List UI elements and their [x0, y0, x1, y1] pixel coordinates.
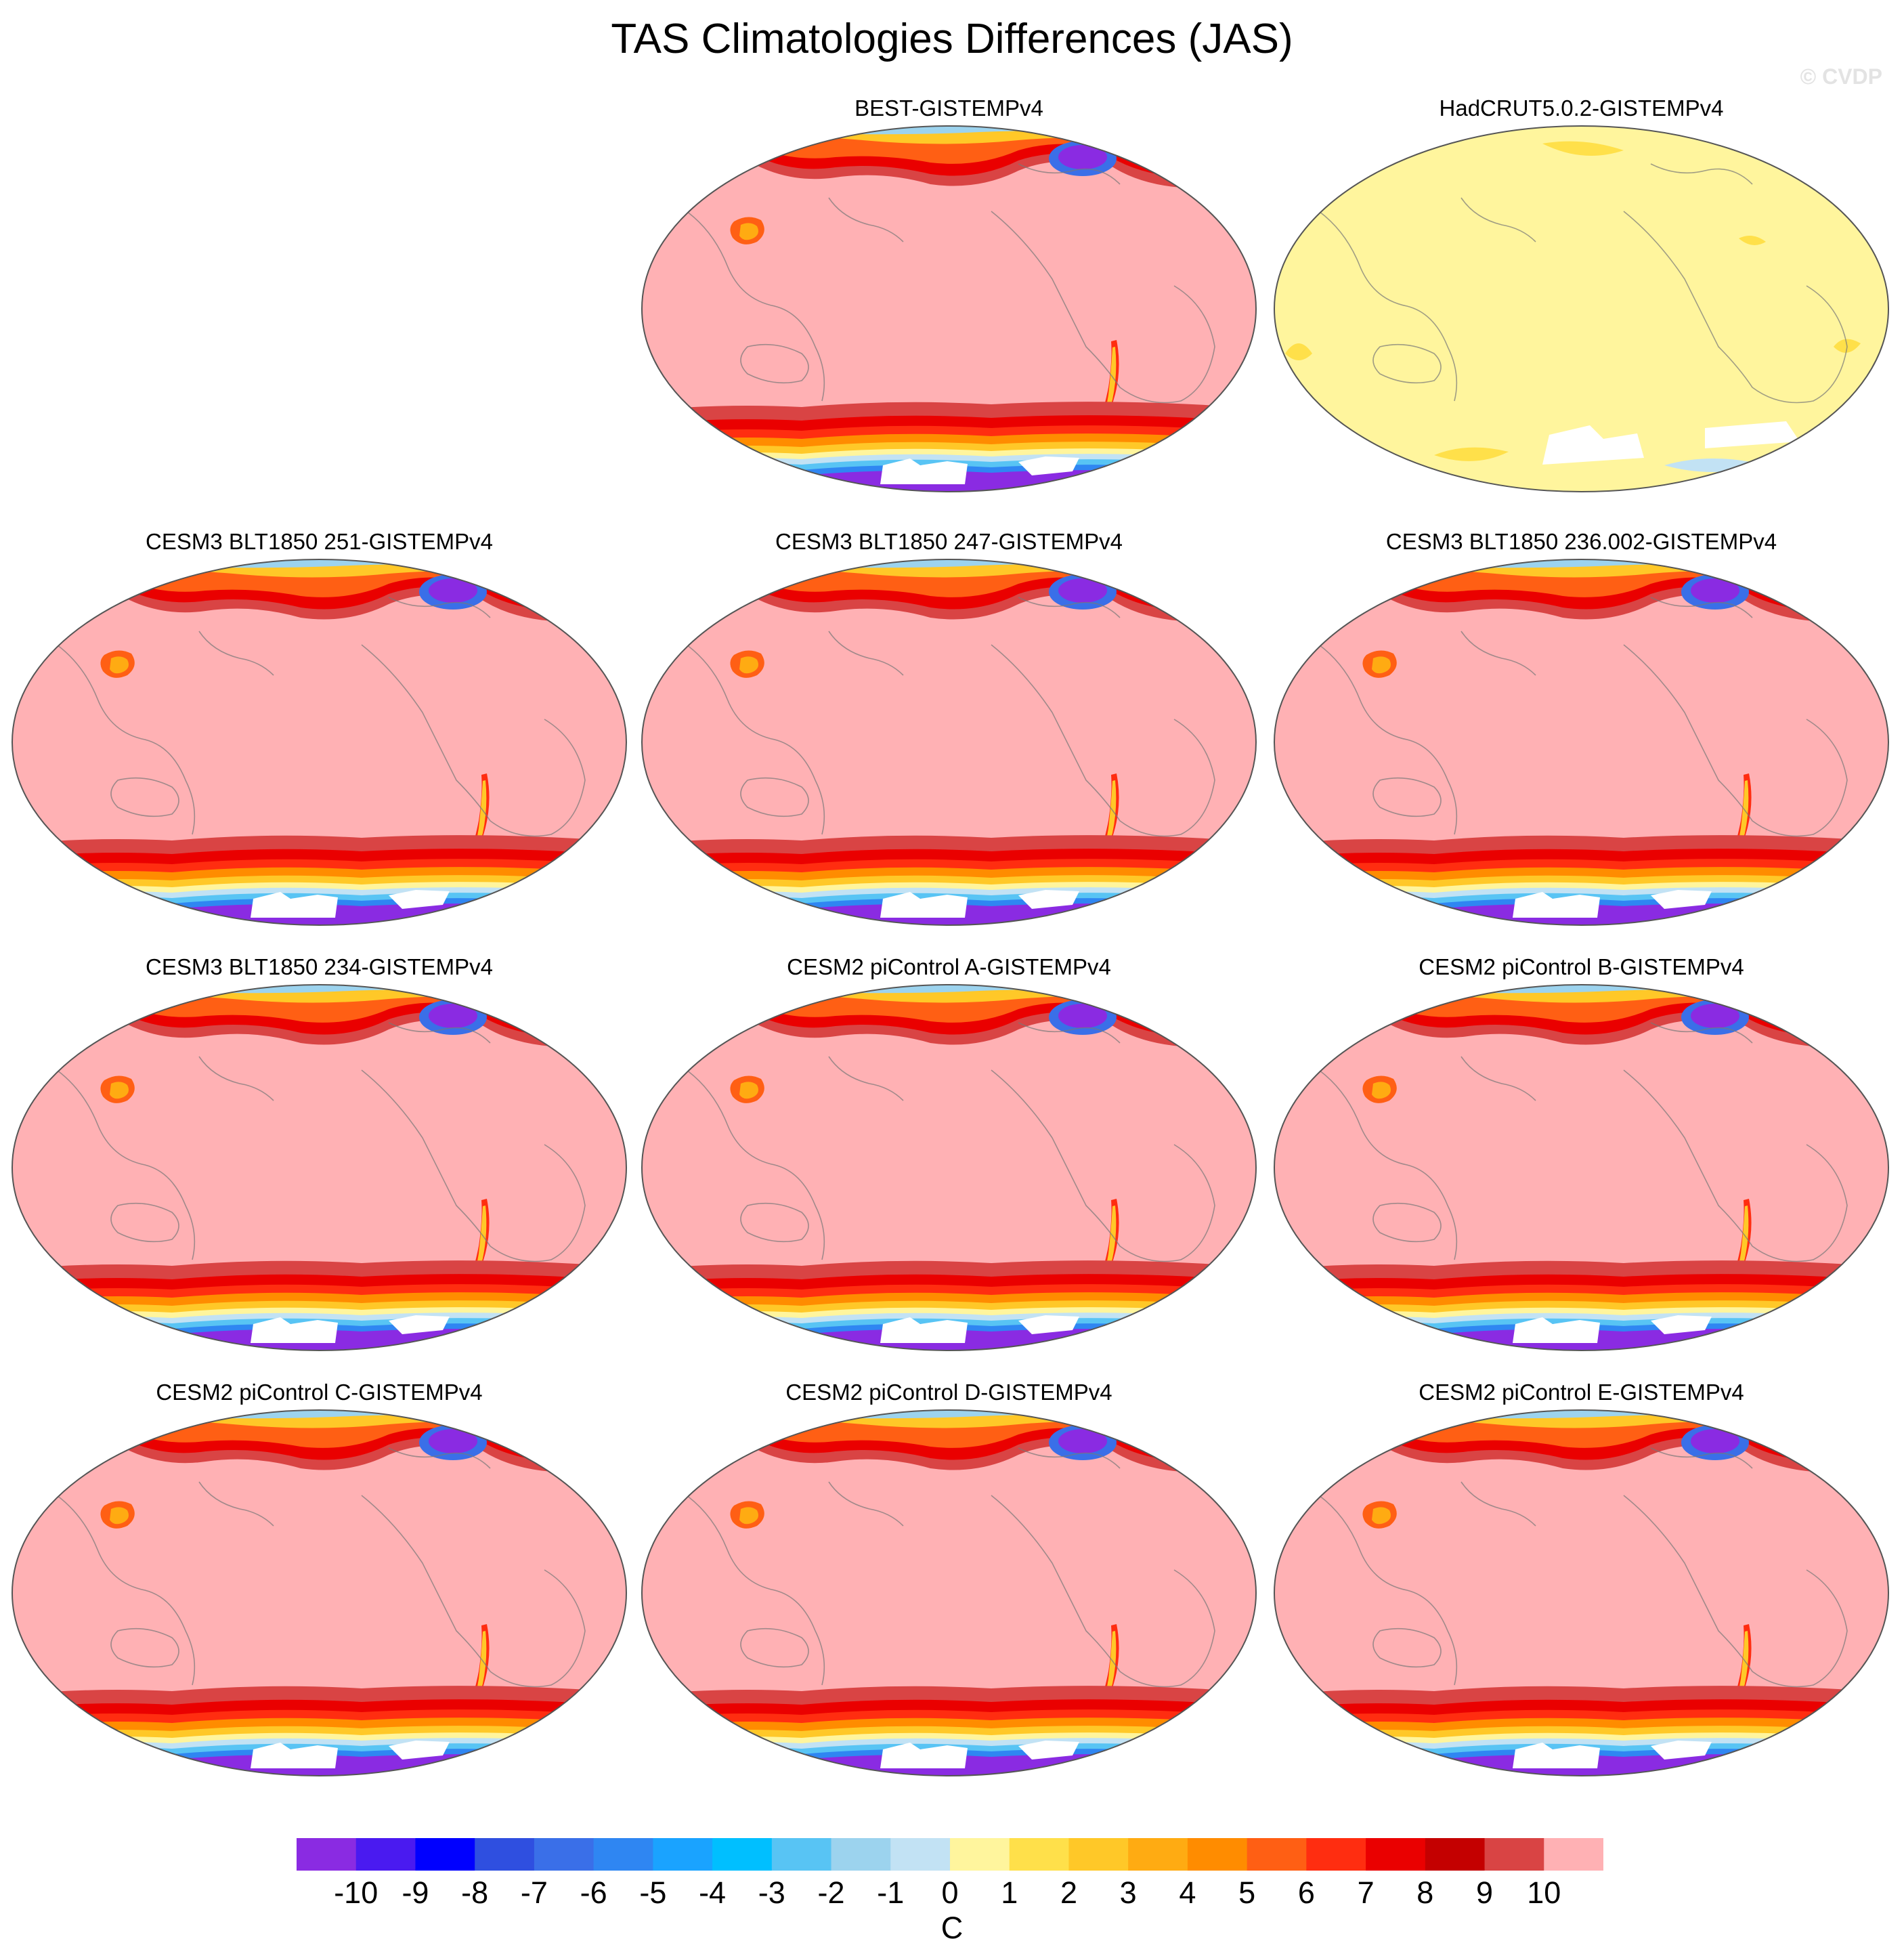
map-panel-pC: CESM2 piControl C-GISTEMPv4	[9, 1379, 629, 1785]
map-panel-b234: CESM3 BLT1850 234-GISTEMPv4	[9, 954, 629, 1360]
panel-title: CESM3 BLT1850 236.002-GISTEMPv4	[1385, 529, 1777, 554]
map-pC	[12, 1409, 627, 1776]
panel-title: HadCRUT5.0.2-GISTEMPv4	[1439, 95, 1724, 121]
colorbar-swatch	[415, 1838, 475, 1871]
colorbar-tick-label: -10	[334, 1875, 378, 1910]
panel-title: CESM3 BLT1850 234-GISTEMPv4	[146, 954, 493, 979]
colorbar-tick-label: 1	[1001, 1875, 1018, 1910]
colorbar-swatch	[1009, 1838, 1070, 1871]
colorbar-tick-label: 7	[1357, 1875, 1375, 1910]
colorbar-tick-label: -6	[580, 1875, 607, 1910]
colorbar-tick-label: -1	[877, 1875, 905, 1910]
colorbar-tick-label: 10	[1527, 1875, 1561, 1910]
colorbar-swatch	[1306, 1838, 1366, 1871]
map-panel-b247: CESM3 BLT1850 247-GISTEMPv4	[639, 528, 1259, 935]
panel-title: CESM2 piControl D-GISTEMPv4	[785, 1380, 1112, 1405]
colorbar-tick-label: 5	[1238, 1875, 1256, 1910]
panel-title: BEST-GISTEMPv4	[854, 95, 1043, 121]
colorbar-swatch	[1544, 1838, 1603, 1871]
colorbar-tick-label: 3	[1119, 1875, 1137, 1910]
map-pB	[1274, 984, 1889, 1351]
colorbar-swatch	[712, 1838, 773, 1871]
panel-title: CESM2 piControl B-GISTEMPv4	[1419, 954, 1744, 979]
figure-title: TAS Climatologies Differences (JAS)	[611, 16, 1293, 62]
panel-title: CESM2 piControl C-GISTEMPv4	[156, 1380, 483, 1405]
colorbar-swatch	[534, 1838, 594, 1871]
map-had	[1274, 125, 1889, 492]
map-b251	[12, 559, 627, 926]
colorbar-tick-label: 6	[1297, 1875, 1315, 1910]
colorbar-swatch	[1484, 1838, 1544, 1871]
colorbar-swatch	[890, 1838, 951, 1871]
map-pD	[641, 1409, 1257, 1776]
colorbar-swatch	[1187, 1838, 1248, 1871]
colorbar-tick-label: -7	[520, 1875, 548, 1910]
map-b234	[12, 984, 627, 1351]
colorbar-tick-label: -3	[758, 1875, 785, 1910]
colorbar-tick-label: -8	[461, 1875, 489, 1910]
colorbar-swatch	[593, 1838, 653, 1871]
colorbar-tick-label: 0	[941, 1875, 959, 1910]
colorbar-swatch	[771, 1838, 832, 1871]
colorbar-swatch	[297, 1838, 357, 1871]
colorbar-tick-label: 2	[1060, 1875, 1077, 1910]
map-panel-had: HadCRUT5.0.2-GISTEMPv4	[1272, 95, 1891, 501]
map-panel-pE: CESM2 piControl E-GISTEMPv4	[1272, 1379, 1891, 1785]
colorbar-swatch	[831, 1838, 891, 1871]
colorbar-swatch	[1068, 1838, 1129, 1871]
map-b236	[1274, 559, 1889, 926]
colorbar-tick-label: -4	[699, 1875, 727, 1910]
colorbar-units: C	[940, 1911, 964, 1945]
colorbar-tick-label: -2	[817, 1875, 845, 1910]
copyright-watermark: © CVDP	[1800, 64, 1882, 89]
map-panel-best: BEST-GISTEMPv4	[639, 95, 1259, 501]
colorbar-tick-label: -9	[402, 1875, 429, 1910]
colorbar-swatch	[653, 1838, 713, 1871]
colorbar	[297, 1838, 1603, 1871]
panel-title: CESM2 piControl A-GISTEMPv4	[787, 954, 1111, 979]
colorbar-tick-label: -5	[639, 1875, 667, 1910]
map-panel-pA: CESM2 piControl A-GISTEMPv4	[639, 954, 1259, 1360]
map-panel-pD: CESM2 piControl D-GISTEMPv4	[639, 1379, 1259, 1785]
colorbar-swatch	[475, 1838, 535, 1871]
colorbar-tick-label: 8	[1416, 1875, 1434, 1910]
map-panel-b236: CESM3 BLT1850 236.002-GISTEMPv4	[1272, 528, 1891, 935]
map-panel-pB: CESM2 piControl B-GISTEMPv4	[1272, 954, 1891, 1360]
colorbar-tick-label: 4	[1179, 1875, 1196, 1910]
colorbar-swatch	[1425, 1838, 1486, 1871]
panel-title: CESM3 BLT1850 247-GISTEMPv4	[775, 529, 1123, 554]
colorbar-swatch	[355, 1838, 416, 1871]
colorbar-tick-label: 9	[1476, 1875, 1494, 1910]
map-panel-b251: CESM3 BLT1850 251-GISTEMPv4	[9, 528, 629, 935]
colorbar-tick-labels: -10 -9 -8 -7 -6 -5 -4 -3 -2 -1 0 1 2 3 4 5 6 7 8 9 10	[0, 1876, 1904, 1917]
panel-title: CESM3 BLT1850 251-GISTEMPv4	[146, 529, 493, 554]
colorbar-swatch	[1366, 1838, 1426, 1871]
colorbar-swatch	[950, 1838, 1010, 1871]
map-pE	[1274, 1409, 1889, 1776]
colorbar-swatch	[1128, 1838, 1188, 1871]
panel-title: CESM2 piControl E-GISTEMPv4	[1419, 1380, 1744, 1405]
map-b247	[641, 559, 1257, 926]
map-pA	[641, 984, 1257, 1351]
colorbar-swatch	[1247, 1838, 1307, 1871]
map-best	[641, 125, 1257, 492]
